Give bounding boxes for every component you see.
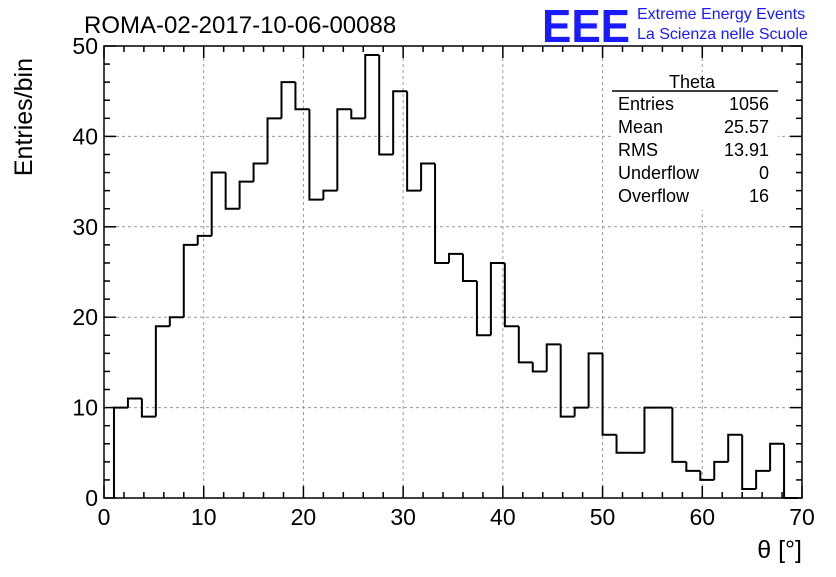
histogram-bin (713, 460, 729, 480)
histogram-bin (252, 162, 268, 182)
x-tick-label: 40 (490, 504, 516, 530)
histogram-bin (461, 253, 477, 283)
histogram-bin (727, 433, 743, 462)
histogram-bin (210, 171, 226, 236)
y-tick-label: 50 (72, 33, 98, 59)
stats-row-label: Entries (618, 94, 674, 114)
stats-title: Theta (669, 72, 716, 92)
histogram-series (112, 54, 799, 499)
x-tick-label: 0 (98, 504, 111, 530)
histogram-bin (573, 406, 589, 417)
histogram-bin (615, 434, 631, 454)
y-tick-label: 20 (72, 304, 98, 330)
histogram-bin (224, 172, 240, 210)
y-axis-label: Entries/bin (10, 58, 38, 176)
stats-row-value: 0 (759, 163, 769, 183)
x-tick-label: 10 (191, 504, 217, 530)
stats-box: Theta Entries 1056 Mean 25.57 RMS 13.91 Underf… (612, 72, 778, 210)
stats-row-label: Underflow (618, 163, 700, 183)
stats-row-value: 1056 (729, 94, 769, 114)
histogram-bin (168, 316, 184, 327)
y-tick-label: 30 (72, 214, 98, 240)
axes: 0 10 20 30 40 50 60 70 0 10 20 30 40 50 (72, 33, 814, 530)
histogram-bin (420, 162, 436, 191)
logo-letters: EEE (542, 0, 630, 52)
plot-frame (103, 45, 803, 499)
histogram-bin (559, 344, 575, 418)
histogram-bin (126, 397, 142, 408)
histogram-bin (196, 234, 212, 245)
histogram-bin (685, 461, 701, 472)
histogram-bin (336, 108, 352, 191)
histogram-bin (280, 81, 296, 119)
y-tick-label: 0 (85, 485, 98, 511)
histogram-bin (755, 469, 771, 489)
grid-lines (104, 46, 802, 498)
histogram-bin (434, 163, 450, 264)
stats-row-label: RMS (618, 140, 658, 160)
stats-row-label: Overflow (618, 186, 690, 206)
stats-rows: Entries 1056 Mean 25.57 RMS 13.91 Underflow 0 Ov… (618, 94, 769, 206)
run-title: ROMA-02-2017-10-06-00088 (84, 12, 396, 39)
x-tick-label: 30 (390, 504, 416, 530)
x-tick-label: 50 (590, 504, 616, 530)
histogram-bin (266, 117, 282, 164)
x-axis-label: θ [°] (757, 536, 802, 564)
histogram-bin (294, 82, 310, 111)
histogram-bin (699, 470, 715, 481)
histogram-bin (378, 55, 394, 156)
histogram-bin (769, 442, 785, 471)
histogram-bin (503, 262, 519, 328)
y-tick-label: 40 (72, 123, 98, 149)
stats-row-value: 16 (749, 186, 769, 206)
histogram-bin (392, 90, 408, 155)
y-tick-label: 10 (72, 395, 98, 421)
histogram-bin (448, 252, 463, 263)
histogram-bin (182, 243, 198, 318)
histogram-bin (671, 407, 687, 463)
histogram-bin (489, 261, 505, 336)
stats-row-value: 25.57 (724, 117, 769, 137)
histogram-bin (517, 326, 533, 364)
x-tick-label: 20 (291, 504, 317, 530)
stats-row-label: Mean (618, 117, 663, 137)
histogram-bin (643, 406, 659, 453)
x-tick-label: 60 (689, 504, 715, 530)
histogram-bin (783, 443, 799, 499)
stats-box-background (612, 72, 778, 210)
histogram-bin (112, 406, 128, 498)
histogram-bin (154, 325, 170, 417)
histogram-bin (587, 352, 603, 408)
x-tick-label: 70 (789, 504, 815, 530)
histogram-bin (741, 434, 757, 490)
eee-logo: EEE Extreme Energy Events La Scienza nel… (542, 0, 808, 52)
histogram-bin (238, 180, 254, 209)
histogram-bin (545, 343, 561, 372)
logo-line-1: Extreme Energy Events (637, 6, 805, 23)
histogram-bin (322, 189, 338, 200)
stats-row-value: 13.91 (724, 140, 769, 160)
histogram-bin (350, 109, 366, 120)
histogram-bin (140, 398, 156, 418)
histogram-bin (601, 353, 617, 436)
histogram-bin (475, 281, 491, 337)
histogram-bin (406, 91, 422, 192)
logo-line-2: La Scienza nelle Scuole (637, 26, 808, 43)
histogram-bin (531, 362, 547, 373)
histogram-bin (308, 109, 324, 201)
histogram-bin (364, 54, 380, 119)
